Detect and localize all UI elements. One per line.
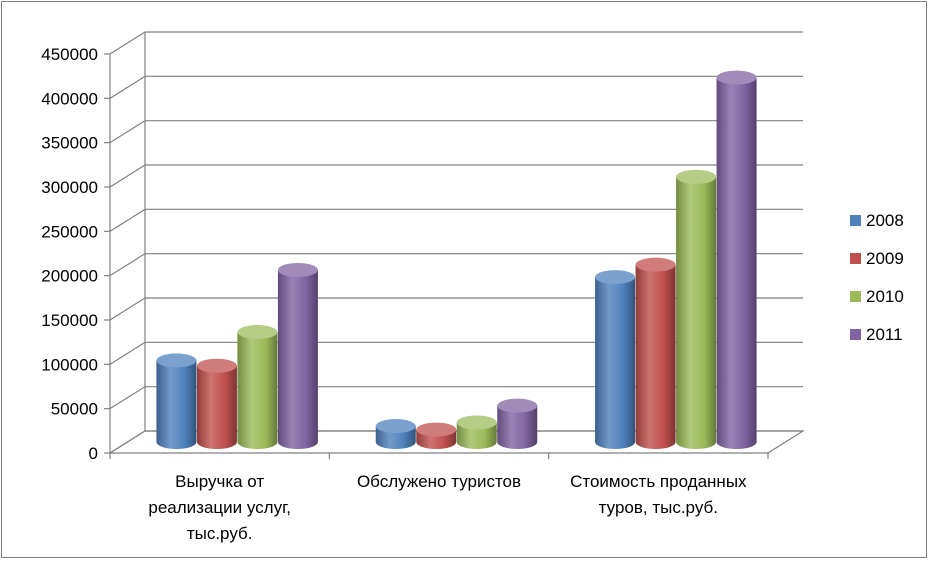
bar-top (237, 325, 278, 340)
bar (456, 415, 497, 450)
bar-body (196, 365, 237, 450)
category-label: туров, тыс.руб. (599, 498, 718, 517)
legend-swatch (850, 291, 861, 302)
gridline (109, 430, 803, 454)
bar-top (277, 262, 318, 277)
bar (716, 70, 757, 450)
bar-top (416, 422, 457, 437)
bar (375, 419, 416, 450)
y-tick-label: 350000 (41, 134, 98, 153)
y-tick-label: 150000 (41, 311, 98, 330)
bar-top (497, 398, 538, 413)
category-label: реализации услуг, (148, 498, 291, 517)
legend: 2008 2009 2010 2011 (850, 211, 904, 344)
y-tick-label: 250000 (41, 222, 98, 241)
legend-swatch (850, 329, 861, 340)
x-axis-category-labels: Выручка от реализации услуг, тыс.руб. Обслу… (148, 472, 747, 543)
bar (196, 358, 237, 450)
bar (497, 398, 538, 450)
y-tick-label: 50000 (51, 400, 98, 419)
y-tick-label: 100000 (41, 355, 98, 374)
gridline (109, 253, 803, 277)
gridline (109, 386, 803, 410)
gridline (109, 297, 803, 321)
bar-body (497, 405, 538, 450)
gridline (109, 31, 803, 55)
gridline (109, 341, 803, 365)
bar-body (595, 277, 636, 450)
category-label: тыс.руб. (187, 524, 253, 543)
gridline (109, 75, 803, 99)
gridline (109, 208, 803, 232)
bar-top (635, 257, 676, 272)
bar-body (676, 176, 717, 450)
gridline (109, 164, 803, 188)
bar-top (716, 70, 757, 85)
bar (237, 325, 278, 450)
bar (676, 169, 717, 450)
y-tick-label: 450000 (41, 45, 98, 64)
bar-body (456, 422, 497, 450)
category-label: Обслужено туристов (357, 472, 521, 491)
y-tick-label: 200000 (41, 267, 98, 286)
bar-body (156, 360, 197, 450)
bar-body (716, 77, 757, 450)
bar (595, 270, 636, 450)
y-tick-label: 0 (89, 444, 98, 463)
bar-top (196, 358, 237, 373)
bar (156, 353, 197, 450)
legend-swatch (850, 215, 861, 226)
y-tick-label: 400000 (41, 89, 98, 108)
bar-top (156, 353, 197, 368)
y-tick-label: 300000 (41, 178, 98, 197)
bar (416, 422, 457, 450)
bar-body (635, 264, 676, 450)
bar-body (237, 332, 278, 450)
gridlines (109, 31, 803, 454)
legend-swatch (850, 253, 861, 264)
category-label: Стоимость проданных (570, 472, 747, 491)
bar-top (676, 169, 717, 184)
y-axis-ticks: 0 50000 100000 150000 200000 250000 300000 3500… (41, 45, 769, 463)
legend-label: 2009 (866, 249, 904, 268)
category-label: Выручка от (175, 472, 264, 491)
gridline (109, 120, 803, 144)
bar-top (375, 419, 416, 434)
bar (635, 257, 676, 450)
bar-top (456, 415, 497, 430)
bars (156, 70, 757, 450)
bar-top (595, 270, 636, 285)
legend-label: 2011 (866, 325, 903, 344)
bar-body (277, 269, 318, 450)
legend-label: 2008 (866, 211, 904, 230)
bar (277, 262, 318, 450)
legend-label: 2010 (866, 287, 904, 306)
